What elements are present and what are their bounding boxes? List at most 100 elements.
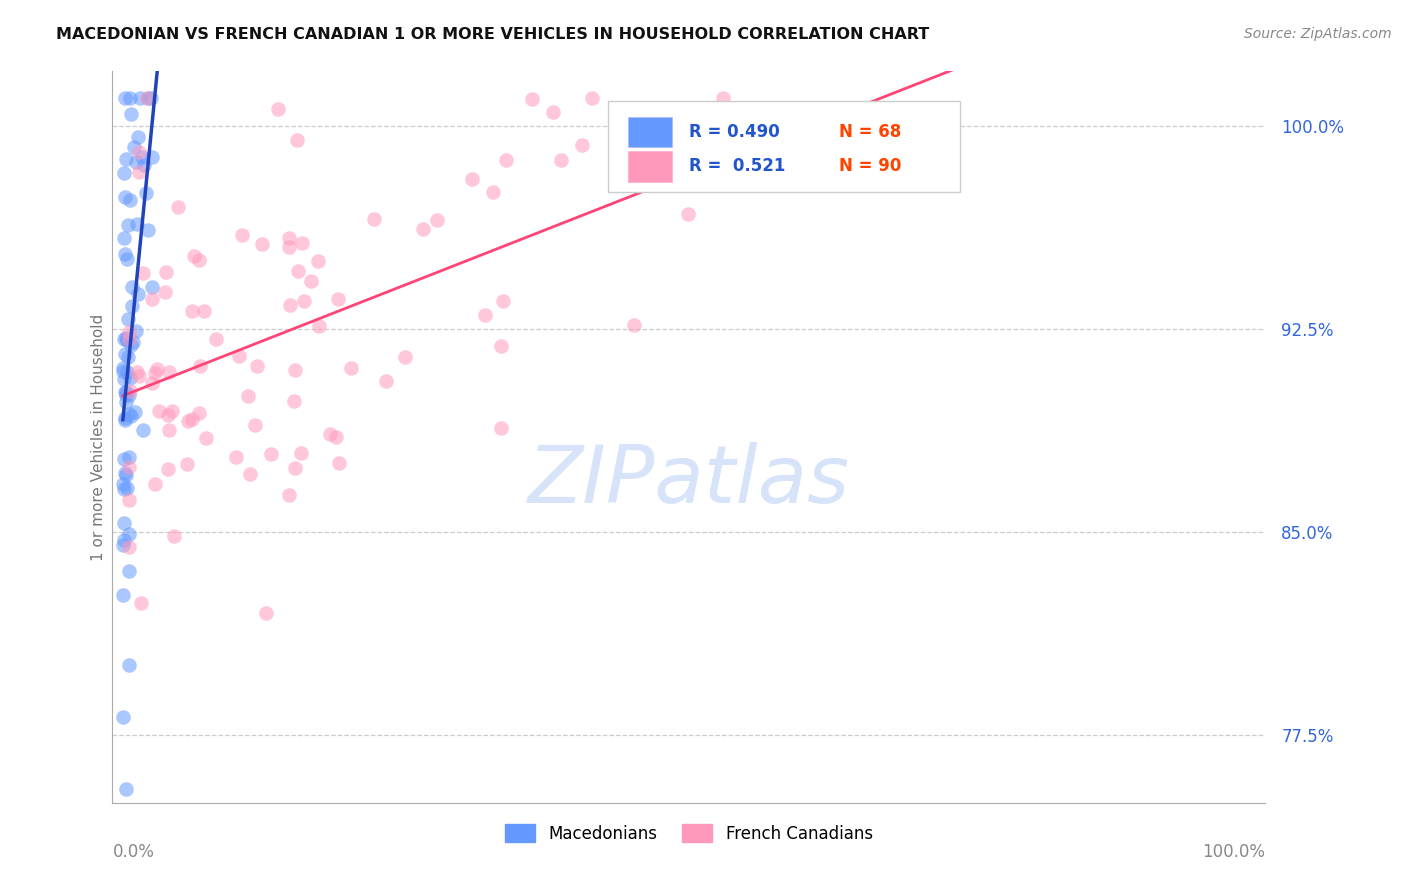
Point: [157, 365, 180, 379]
Point: [114, 152, 136, 166]
Point: [141, 376, 163, 390]
Point: [394, 350, 416, 364]
Point: [156, 409, 179, 423]
Point: [127, 286, 149, 301]
Point: [132, 423, 155, 437]
Point: [117, 218, 139, 232]
Point: [492, 293, 515, 308]
Point: [183, 249, 205, 263]
Point: [284, 363, 307, 377]
Point: [128, 91, 150, 105]
Point: [136, 91, 159, 105]
Point: [114, 190, 136, 204]
Point: [260, 447, 283, 461]
Point: [278, 231, 301, 245]
Point: [114, 247, 136, 261]
Point: [118, 332, 141, 346]
Point: [118, 325, 141, 339]
Text: N = 90: N = 90: [839, 158, 901, 176]
Point: [120, 91, 142, 105]
Point: [135, 186, 157, 200]
Point: [112, 477, 135, 491]
Point: [474, 309, 496, 323]
Text: MACEDONIAN VS FRENCH CANADIAN 1 OR MORE VEHICLES IN HOUSEHOLD CORRELATION CHART: MACEDONIAN VS FRENCH CANADIAN 1 OR MORE …: [56, 27, 929, 42]
Point: [291, 235, 314, 250]
Text: R = 0.490: R = 0.490: [689, 123, 780, 141]
Point: [128, 145, 150, 160]
Point: [278, 488, 301, 502]
Point: [128, 368, 150, 383]
Point: [283, 394, 305, 409]
Point: [117, 312, 139, 326]
Point: [177, 414, 200, 428]
Point: [238, 389, 260, 403]
Point: [136, 223, 159, 237]
Point: [290, 446, 312, 460]
Point: [188, 406, 211, 420]
FancyBboxPatch shape: [628, 151, 672, 182]
Point: [277, 240, 299, 254]
Point: [181, 303, 204, 318]
Point: [127, 364, 149, 378]
Point: [239, 467, 262, 481]
Point: [125, 155, 148, 169]
FancyBboxPatch shape: [609, 101, 960, 192]
Text: Source: ZipAtlas.com: Source: ZipAtlas.com: [1244, 27, 1392, 41]
Point: [363, 212, 385, 227]
Point: [267, 102, 290, 116]
Point: [114, 347, 136, 361]
Point: [489, 421, 512, 435]
Point: [112, 166, 135, 180]
Point: [118, 459, 141, 474]
Point: [114, 395, 136, 409]
Point: [278, 298, 301, 312]
Point: [162, 404, 184, 418]
Point: [194, 431, 217, 445]
Point: [121, 279, 143, 293]
Point: [287, 264, 309, 278]
Point: [115, 333, 138, 347]
Point: [243, 417, 266, 432]
Point: [124, 324, 146, 338]
Point: [132, 267, 155, 281]
Point: [228, 349, 250, 363]
Point: [204, 332, 226, 346]
Point: [117, 351, 139, 365]
Point: [299, 273, 322, 287]
Point: [120, 193, 142, 207]
Point: [114, 411, 136, 425]
Point: [112, 587, 135, 601]
Point: [375, 374, 398, 388]
Point: [225, 450, 247, 465]
Point: [112, 538, 135, 552]
Point: [571, 138, 593, 153]
Point: [129, 596, 152, 610]
Point: [143, 366, 166, 380]
Point: [136, 91, 159, 105]
Point: [148, 404, 170, 418]
Point: [118, 564, 141, 578]
Point: [122, 334, 145, 349]
Point: [308, 319, 330, 334]
Point: [285, 133, 308, 147]
Point: [132, 158, 155, 172]
Point: [115, 481, 138, 495]
Point: [231, 228, 253, 243]
Point: [115, 384, 138, 399]
Point: [541, 105, 564, 120]
Point: [115, 388, 138, 402]
Point: [112, 451, 135, 466]
Point: [115, 467, 138, 482]
Point: [114, 412, 136, 426]
Point: [114, 782, 136, 797]
Point: [118, 388, 141, 402]
Point: [114, 466, 136, 480]
Point: [188, 359, 211, 373]
Text: N = 68: N = 68: [839, 123, 901, 141]
Point: [124, 405, 146, 419]
Point: [112, 372, 135, 386]
Point: [141, 150, 163, 164]
Point: [118, 527, 141, 541]
Point: [676, 207, 699, 221]
Point: [118, 384, 141, 399]
